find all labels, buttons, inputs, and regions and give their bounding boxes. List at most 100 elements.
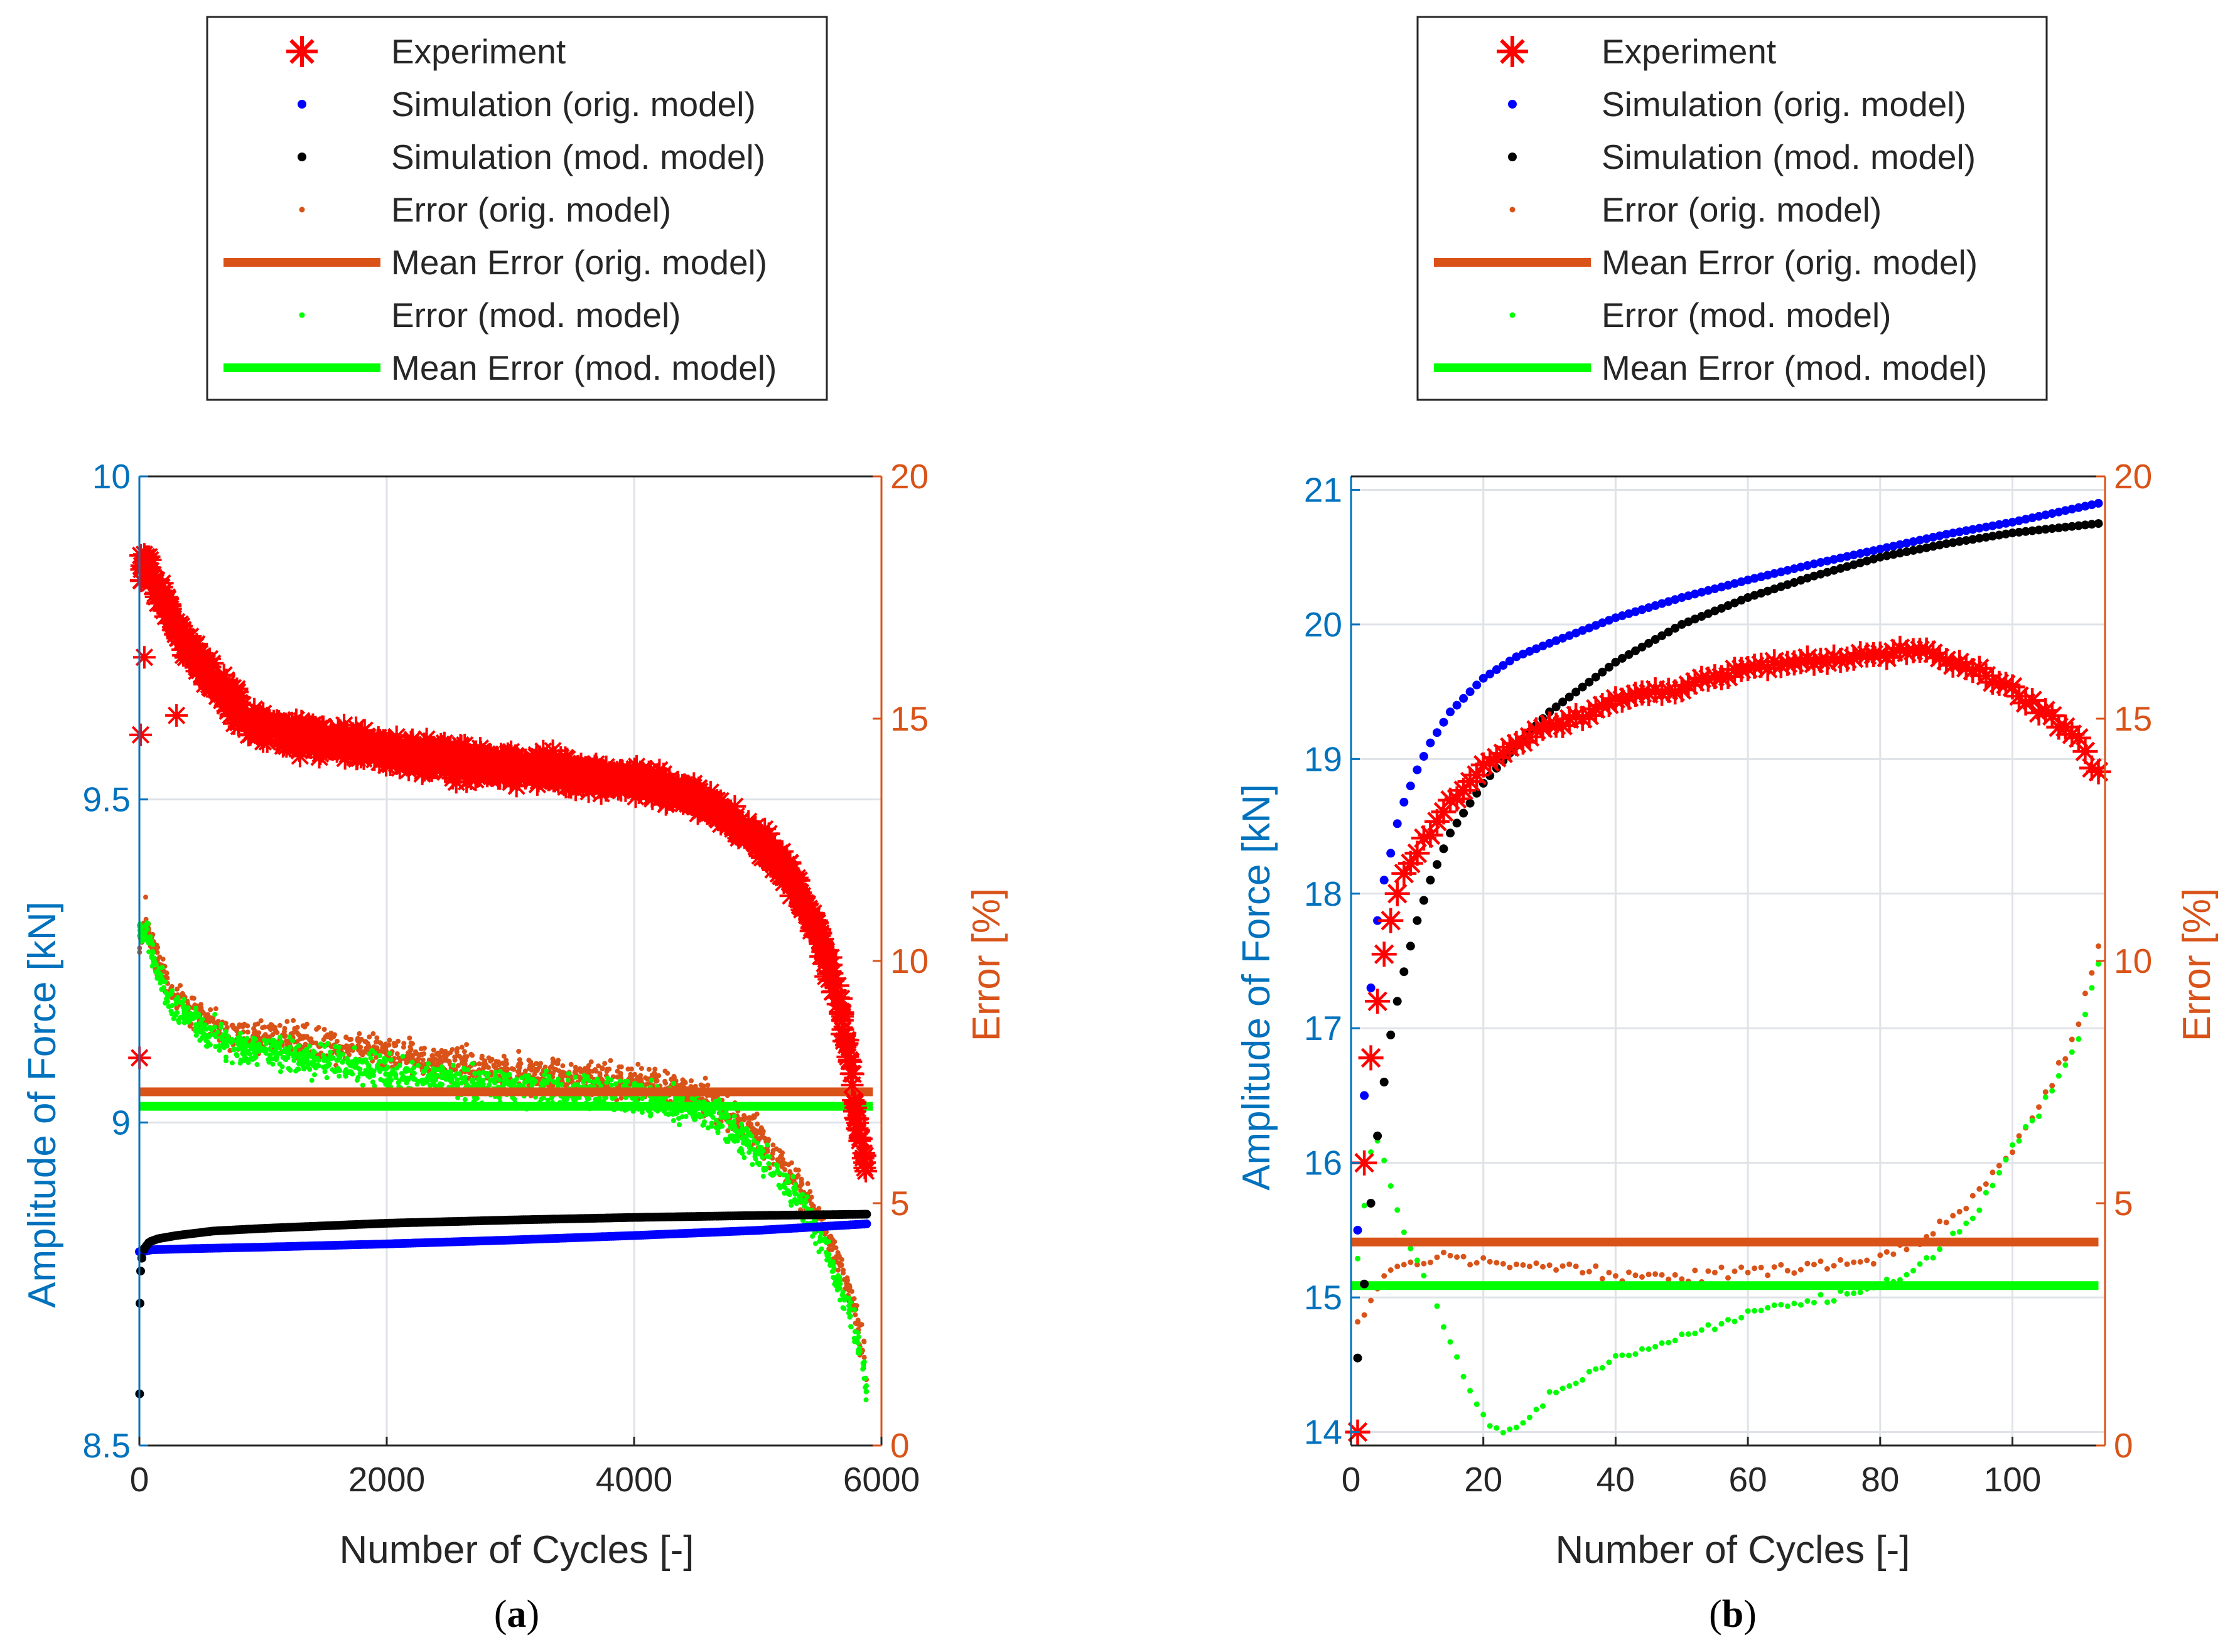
error-orig-point — [522, 1068, 528, 1074]
error-mod-point — [813, 1241, 818, 1247]
error-mod-point — [266, 1038, 271, 1044]
error-mod-point — [269, 1056, 275, 1062]
error-mod-point — [431, 1066, 436, 1071]
error-mod-point — [382, 1066, 388, 1072]
error-mod-point — [744, 1125, 749, 1131]
error-mod-point — [362, 1057, 367, 1063]
error-orig-point — [178, 983, 183, 989]
error-mod-point — [321, 1058, 327, 1063]
error-orig-point — [205, 1012, 210, 1017]
error-mod-point — [751, 1147, 757, 1152]
error-orig-point — [701, 1083, 706, 1089]
error-mod-point — [424, 1080, 429, 1085]
error-mod-point — [223, 1058, 229, 1063]
error-orig-point — [703, 1075, 708, 1081]
error-orig-point — [741, 1116, 747, 1122]
error-mod-point — [240, 1039, 245, 1044]
error-mod-point — [329, 1056, 335, 1061]
experiment-point — [373, 742, 396, 765]
error-mod-point — [363, 1068, 369, 1073]
error-orig-point — [705, 1082, 711, 1088]
error-orig-point — [230, 1022, 235, 1028]
experiment-point — [385, 751, 409, 775]
error-mod-point — [507, 1071, 512, 1077]
error-mod-point — [746, 1139, 751, 1144]
error-orig-point — [625, 1066, 631, 1072]
error-mod-point — [480, 1081, 486, 1087]
error-mod-point — [247, 1051, 252, 1056]
experiment-point — [132, 646, 156, 669]
error-mod-point — [175, 1010, 180, 1016]
error-mod-point — [193, 1006, 198, 1011]
error-orig-point — [357, 1031, 362, 1036]
error-orig-point — [452, 1054, 458, 1060]
error-mod-point — [837, 1297, 843, 1303]
error-mod-point — [282, 1055, 288, 1061]
error-orig-point — [853, 1312, 858, 1317]
error-orig-point — [552, 1059, 557, 1065]
experiment-point — [141, 563, 164, 586]
error-orig-point — [175, 986, 180, 992]
error-mod-point — [241, 1058, 247, 1063]
error-mod-point — [454, 1071, 459, 1076]
error-mod-point — [728, 1120, 734, 1125]
error-mod-point — [387, 1051, 392, 1056]
error-mod-point — [286, 1066, 291, 1071]
error-mod-point — [296, 1059, 302, 1064]
error-orig-point — [824, 1229, 829, 1235]
error-mod-point — [780, 1172, 786, 1177]
experiment-point — [185, 633, 208, 655]
error-orig-point — [582, 1066, 588, 1071]
error-mod-point — [556, 1076, 561, 1082]
error-mod-point — [715, 1126, 721, 1132]
error-mod-point — [670, 1112, 676, 1117]
error-orig-point — [746, 1115, 752, 1120]
error-mod-point — [303, 1058, 308, 1064]
error-mod-point — [203, 1032, 208, 1038]
error-mod-point — [217, 1048, 222, 1053]
error-orig-point — [861, 1354, 867, 1360]
error-mod-point — [639, 1096, 645, 1102]
error-orig-point — [795, 1167, 801, 1173]
error-orig-point — [321, 1037, 326, 1043]
error-orig-point — [486, 1055, 492, 1061]
error-mod-point — [328, 1049, 333, 1055]
error-mod-point — [623, 1083, 628, 1088]
experiment-point — [760, 838, 784, 861]
error-mod-point — [421, 1069, 426, 1075]
error-mod-point — [296, 1043, 301, 1049]
error-mod-point — [208, 1027, 214, 1032]
error-mod-point — [664, 1111, 669, 1117]
error-mod-point — [347, 1063, 353, 1068]
error-mod-point — [195, 1022, 200, 1027]
error-mod-point — [710, 1114, 716, 1120]
error-mod-point — [367, 1075, 372, 1080]
error-mod-point — [152, 959, 158, 965]
error-mod-point — [461, 1065, 466, 1071]
experiment-point — [129, 723, 152, 746]
error-mod-point — [231, 1047, 237, 1053]
error-mod-point — [439, 1081, 445, 1087]
error-mod-point — [250, 1039, 256, 1045]
error-mod-point — [731, 1113, 737, 1119]
error-orig-point — [252, 1029, 258, 1034]
error-mod-point — [229, 1060, 235, 1066]
error-orig-point — [807, 1189, 813, 1194]
legend-label-sim_mod: Simulation (mod. model) — [391, 137, 765, 176]
experiment-point — [610, 779, 633, 802]
error-mod-point — [154, 975, 160, 981]
error-mod-point — [505, 1081, 511, 1087]
error-mod-point — [836, 1280, 841, 1285]
legend-label-err_mod: Error (mod. model) — [391, 296, 681, 335]
error-orig-point — [407, 1044, 413, 1050]
error-orig-point — [381, 1049, 387, 1054]
error-mod-point — [719, 1114, 724, 1120]
error-orig-point — [605, 1066, 610, 1072]
error-orig-point — [682, 1080, 688, 1086]
error-orig-point — [282, 1026, 288, 1031]
error-orig-point — [635, 1061, 641, 1067]
error-mod-point — [472, 1071, 478, 1076]
error-mod-point — [218, 1021, 224, 1027]
